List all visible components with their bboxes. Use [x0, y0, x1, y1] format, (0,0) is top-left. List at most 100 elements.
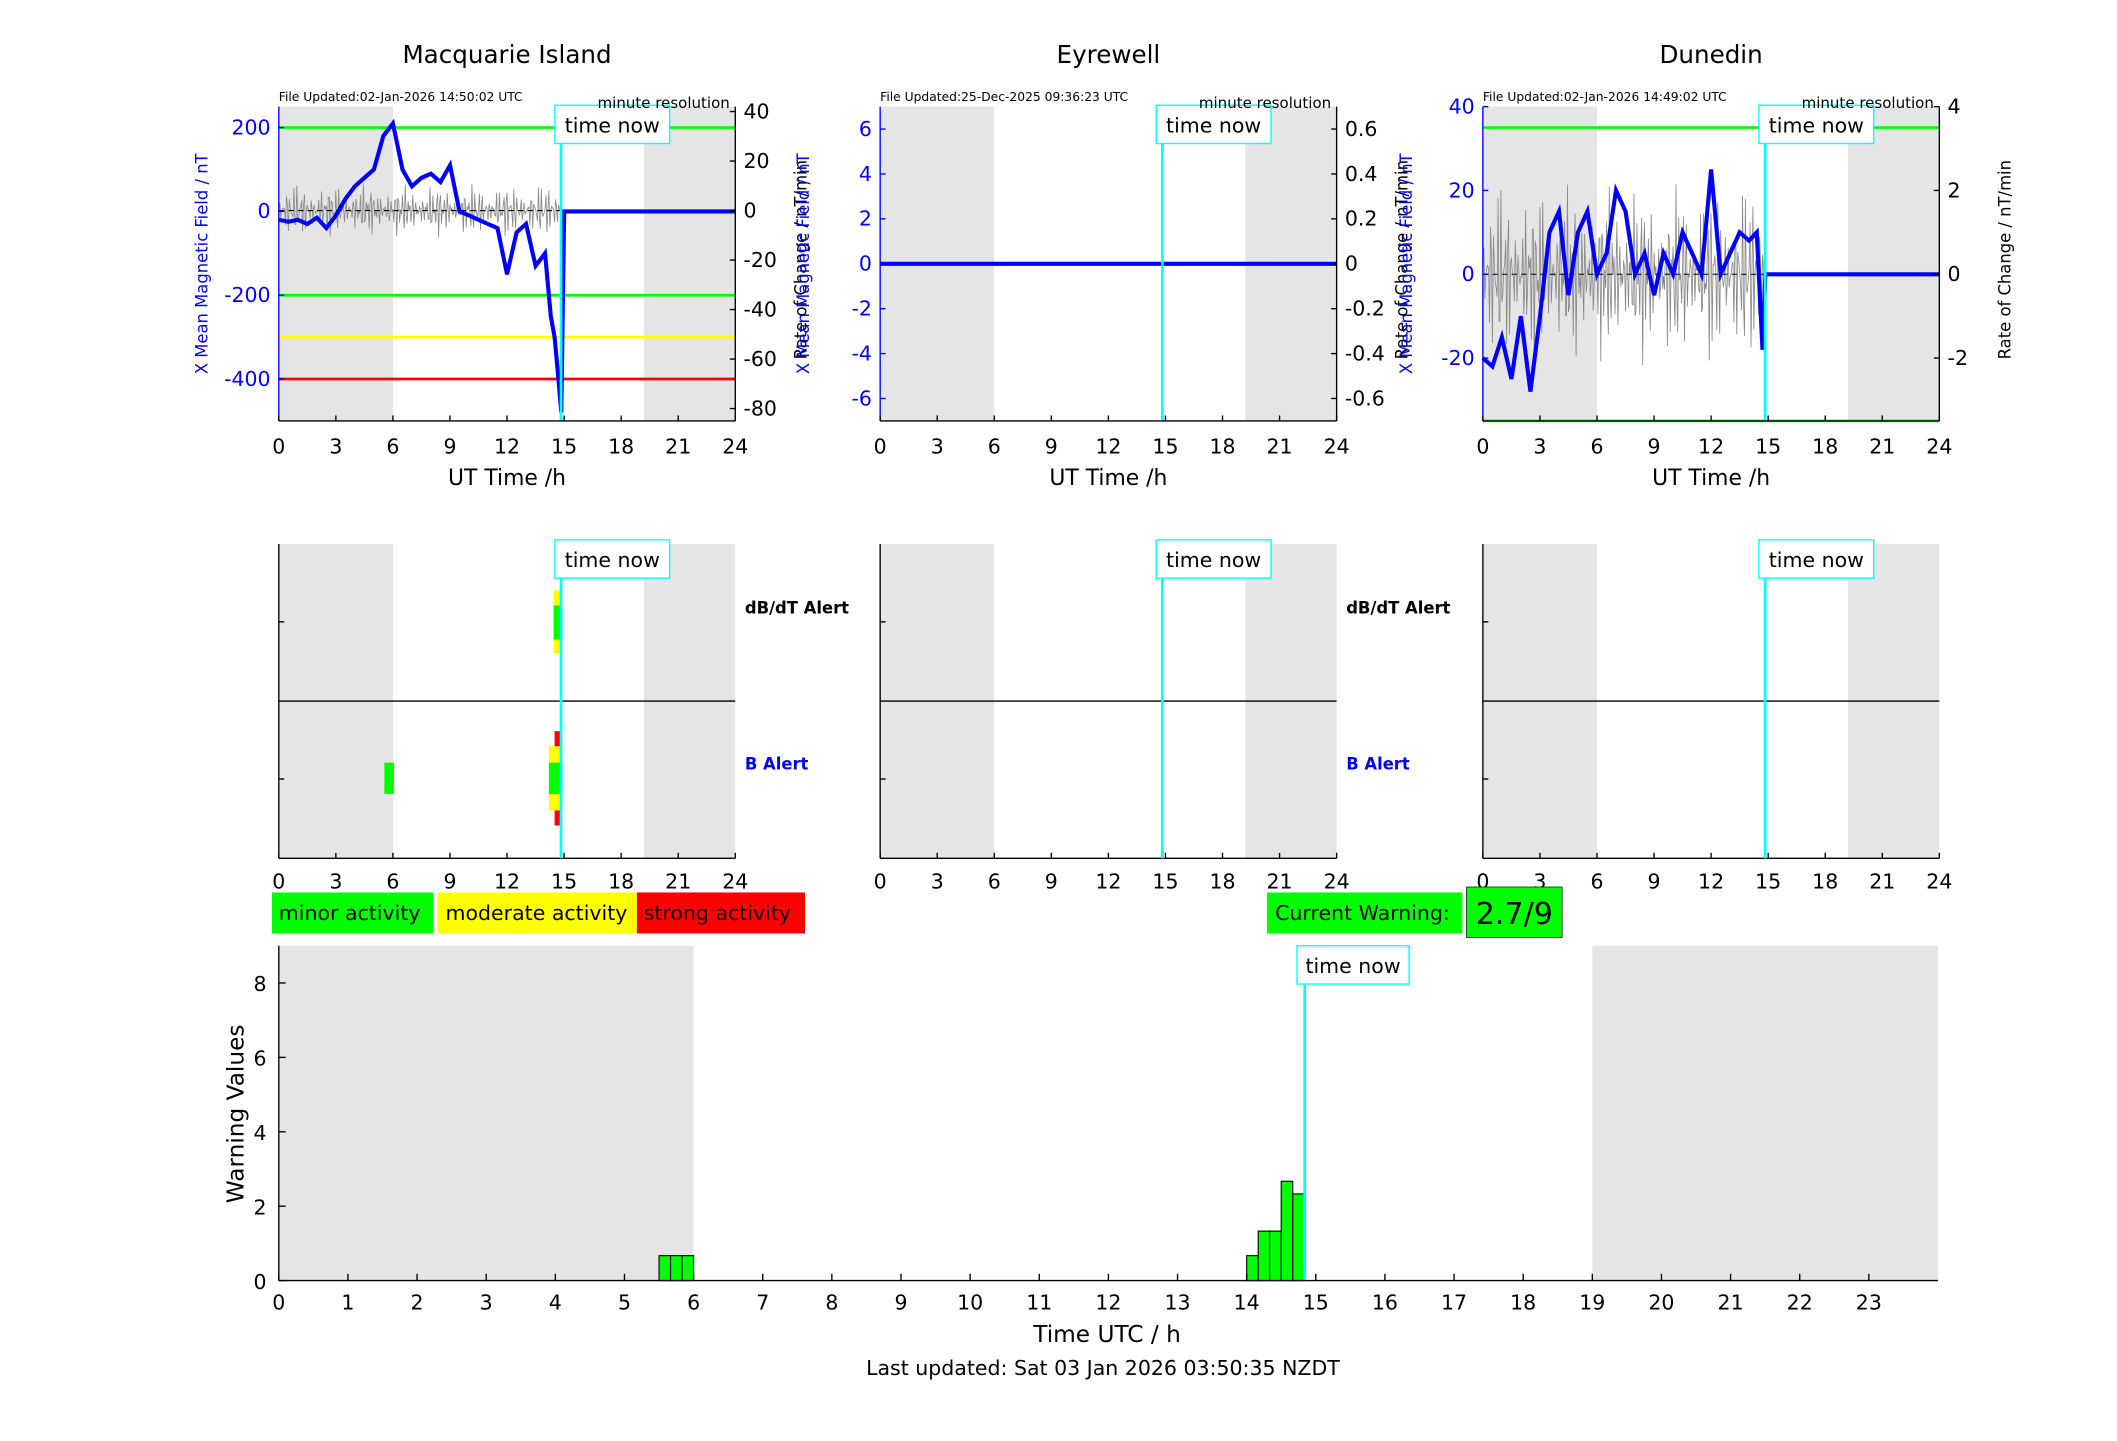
x-tick-label: 6 — [687, 1290, 700, 1314]
x-tick-label: 9 — [894, 1290, 907, 1314]
night-shade — [643, 106, 736, 421]
left-tick-label: 40 — [1449, 94, 1475, 118]
file-updated-label: File Updated:02-Jan-2026 14:50:02 UTC — [279, 90, 523, 104]
x-tick-label: 15 — [1152, 435, 1178, 459]
x-tick-label: 7 — [756, 1290, 769, 1314]
right-tick-label: -40 — [743, 297, 776, 321]
station-panel-1: Eyrewell time now File Updated:25-Dec-2025… — [794, 40, 1412, 491]
y-tick-label: 2 — [253, 1195, 266, 1219]
y-tick-label: 8 — [253, 972, 266, 996]
night-shade — [278, 106, 393, 421]
alert-panel-0: time now dB/dT Alert B Alert 0 3 6 9 12 15 18 21 24 — [272, 539, 849, 893]
x-tick-label: 10 — [957, 1290, 983, 1314]
x-axis-label: UT Time /h — [1049, 466, 1167, 491]
time-now-box — [554, 539, 671, 579]
x-tick-label: 21 — [1267, 869, 1293, 893]
x-tick-label: 11 — [1026, 1290, 1052, 1314]
station-title: Dunedin — [1659, 40, 1762, 69]
rate-of-change-trace — [278, 183, 561, 238]
warning-bar — [1292, 1193, 1305, 1282]
x-tick-label: 18 — [1812, 435, 1838, 459]
warning-bar — [1280, 1180, 1294, 1282]
current-warning-value-box — [1466, 886, 1563, 938]
x-tick-label: 3 — [329, 435, 342, 459]
right-tick-label: 0 — [743, 198, 756, 222]
legend-moderate-label: moderate activity — [446, 901, 628, 925]
x-tick-label: 18 — [1812, 869, 1838, 893]
dbdt-alert-minor — [553, 605, 561, 640]
x-tick-label: 15 — [1755, 869, 1781, 893]
x-tick-label: 6 — [1590, 869, 1603, 893]
x-axis-label: UT Time /h — [1652, 466, 1770, 491]
time-now-label: time now — [1166, 548, 1261, 572]
left-axis-label: X Mean Magnetic Field / nT — [794, 152, 813, 374]
x-tick-label: 12 — [494, 869, 520, 893]
x-tick-label: 21 — [1869, 869, 1895, 893]
x-tick-label: 21 — [1869, 435, 1895, 459]
right-tick-label: 0 — [1345, 252, 1358, 276]
x-tick-label: 15 — [551, 435, 577, 459]
x-tick-label: 18 — [608, 435, 634, 459]
x-tick-label: 15 — [1303, 1290, 1329, 1314]
right-tick-label: -0.6 — [1345, 386, 1385, 410]
x-tick-label: 15 — [1152, 869, 1178, 893]
x-tick-label: 15 — [551, 869, 577, 893]
right-tick-label: -0.4 — [1345, 341, 1385, 365]
left-tick-label: 0 — [258, 199, 271, 223]
time-now-label: time now — [1769, 114, 1864, 138]
time-now-label: time now — [1166, 114, 1261, 138]
footer-last-updated: Last updated: Sat 03 Jan 2026 03:50:35 N… — [866, 1356, 1340, 1380]
left-tick-label: -20 — [1441, 346, 1474, 370]
x-tick-label: 18 — [1209, 435, 1235, 459]
x-tick-label: 3 — [480, 1290, 493, 1314]
x-tick-label: 21 — [1718, 1290, 1744, 1314]
station-panel-0: Macquarie Island time now File Updated:02-… — [193, 40, 811, 491]
x-tick-label: 21 — [665, 869, 691, 893]
x-axis-label: UT Time /h — [448, 466, 566, 491]
warning-bar — [670, 1255, 683, 1282]
left-axis-label: X Mean Magnetic Field / nT — [193, 152, 212, 374]
x-tick-label: 24 — [1926, 869, 1952, 893]
left-tick-label: 6 — [859, 117, 872, 141]
legend-minor-label: minor activity — [279, 901, 421, 925]
x-tick-label: 14 — [1234, 1290, 1260, 1314]
legend-strong-swatch — [636, 892, 805, 934]
legend-strong-label: strong activity — [644, 901, 791, 925]
x-tick-label: 0 — [272, 869, 285, 893]
y-tick-label: 6 — [253, 1047, 266, 1071]
station-panel-2: Dunedin time now File Updated:02-Jan-2026 … — [1397, 40, 2015, 491]
y-axis-label: Warning Values — [222, 1025, 249, 1204]
x-tick-label: 12 — [1095, 1290, 1121, 1314]
x-tick-label: 0 — [874, 435, 887, 459]
x-tick-label: 9 — [1045, 435, 1058, 459]
x-tick-label: 9 — [1045, 869, 1058, 893]
right-tick-label: 4 — [1948, 94, 1961, 118]
dbdt-alert-label: dB/dT Alert — [745, 599, 849, 618]
x-tick-label: 6 — [988, 435, 1001, 459]
x-tick-label: 0 — [272, 1290, 285, 1314]
b-alert-strong — [554, 810, 562, 826]
resolution-label: minute resolution — [1199, 94, 1331, 112]
time-now-label: time now — [1769, 548, 1864, 572]
field-line — [1481, 169, 1940, 392]
x-tick-label: 6 — [386, 869, 399, 893]
resolution-label: minute resolution — [598, 94, 730, 112]
left-tick-label: 0 — [859, 252, 872, 276]
x-tick-label: 22 — [1787, 1290, 1813, 1314]
b-alert-minor — [548, 762, 562, 795]
left-tick-label: -4 — [852, 341, 872, 365]
x-tick-label: 6 — [988, 869, 1001, 893]
right-tick-label: -2 — [1948, 346, 1968, 370]
x-tick-label: 9 — [1648, 869, 1661, 893]
file-updated-label: File Updated:02-Jan-2026 14:49:02 UTC — [1483, 90, 1727, 104]
time-now-label: time now — [1305, 954, 1400, 978]
x-tick-label: 13 — [1164, 1290, 1190, 1314]
current-warning-label: Current Warning: — [1275, 901, 1450, 925]
x-tick-label: 5 — [618, 1290, 631, 1314]
x-tick-label: 12 — [494, 435, 520, 459]
right-tick-label: 0.2 — [1345, 207, 1378, 231]
left-tick-label: -200 — [224, 283, 271, 307]
x-tick-label: 6 — [386, 435, 399, 459]
